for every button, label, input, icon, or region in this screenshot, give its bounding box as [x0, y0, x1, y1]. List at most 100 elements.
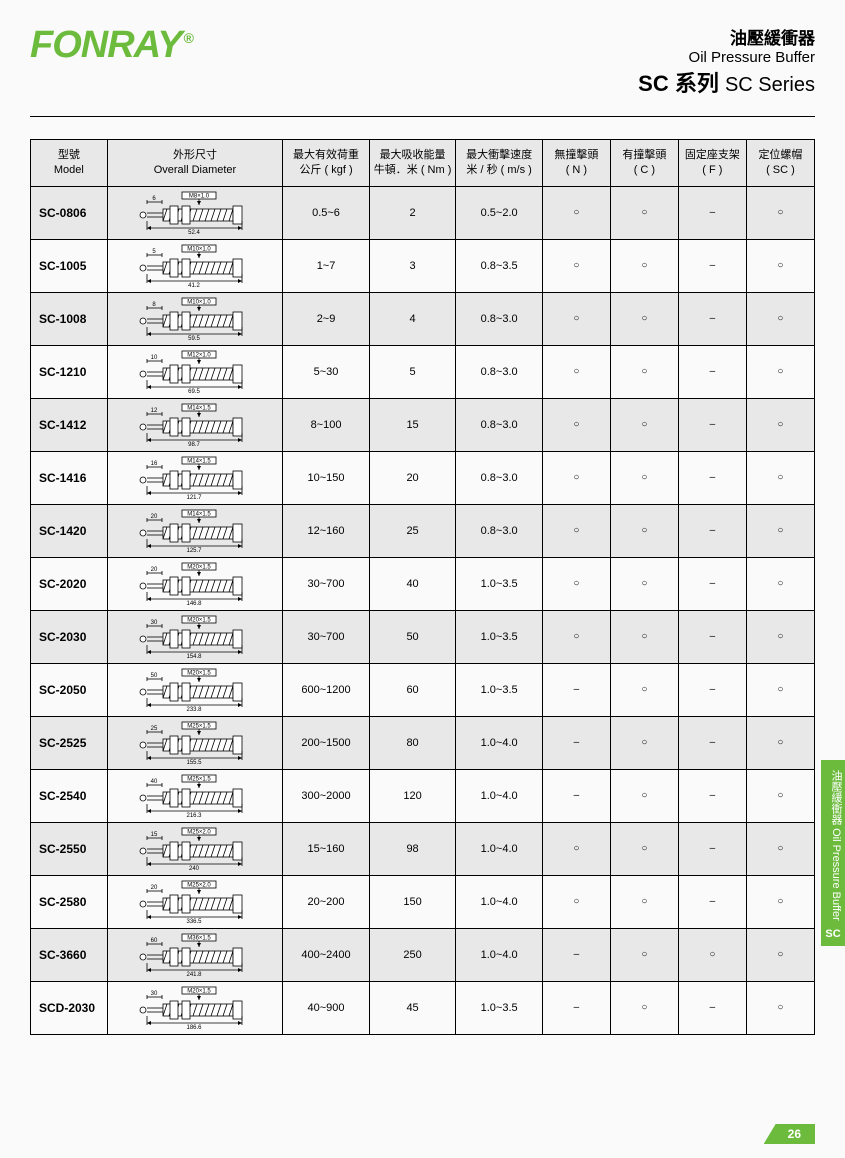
side-tab-cn: 油壓緩衝器 [830, 770, 842, 825]
cell-n: ○ [542, 557, 610, 610]
cell-n: ○ [542, 398, 610, 451]
cell-ms: 0.8~3.0 [456, 292, 543, 345]
cell-nm: 4 [369, 292, 456, 345]
svg-text:69.5: 69.5 [188, 389, 200, 395]
dimension-diagram: M14×1.5 16 [130, 455, 260, 501]
cell-model: SC-2525 [31, 716, 108, 769]
dimension-diagram: M14×1.5 12 [130, 402, 260, 448]
table-row: SC-2050 M20×1.5 50 [31, 663, 815, 716]
cell-sc: ○ [746, 451, 814, 504]
cell-f: – [678, 822, 746, 875]
cell-n: ○ [542, 822, 610, 875]
cell-ms: 1.0~3.5 [456, 981, 543, 1034]
cell-n: – [542, 981, 610, 1034]
svg-text:M20×1.5: M20×1.5 [187, 564, 211, 570]
cell-kgf: 10~150 [283, 451, 370, 504]
table-row: SC-1412 M14×1.5 12 [31, 398, 815, 451]
cell-kgf: 40~900 [283, 981, 370, 1034]
cell-n: – [542, 663, 610, 716]
cell-model: SC-2050 [31, 663, 108, 716]
cell-c: ○ [610, 557, 678, 610]
cell-diagram: M14×1.5 12 [107, 398, 283, 451]
cell-c: ○ [610, 716, 678, 769]
cell-diagram: M36×1.5 60 [107, 928, 283, 981]
cell-f: – [678, 769, 746, 822]
cell-n: ○ [542, 875, 610, 928]
cell-ms: 0.5~2.0 [456, 186, 543, 239]
svg-text:146.8: 146.8 [186, 601, 202, 607]
cell-c: ○ [610, 769, 678, 822]
dimension-diagram: M25×2.0 15 [130, 826, 260, 872]
cell-diagram: M25×2.0 20 [107, 875, 283, 928]
svg-text:M12×1.0: M12×1.0 [187, 352, 211, 358]
brand-symbol: ® [184, 30, 193, 46]
column-header: 固定座支架( F ) [678, 140, 746, 187]
svg-text:30: 30 [151, 991, 158, 997]
cell-ms: 1.0~4.0 [456, 928, 543, 981]
dimension-diagram: M20×1.5 30 [130, 985, 260, 1031]
svg-text:216.3: 216.3 [186, 813, 202, 819]
cell-ms: 1.0~4.0 [456, 875, 543, 928]
svg-text:M10×1.0: M10×1.0 [187, 246, 211, 252]
cell-nm: 45 [369, 981, 456, 1034]
cell-f: – [678, 610, 746, 663]
svg-text:M20×1.5: M20×1.5 [187, 670, 211, 676]
svg-text:186.6: 186.6 [186, 1025, 202, 1031]
cell-diagram: M10×1.0 8 [107, 292, 283, 345]
table-row: SC-2540 M25×1.5 40 [31, 769, 815, 822]
table-row: SC-1005 M10×1.0 5 [31, 239, 815, 292]
table-body: SC-0806 M8×1.0 6 [31, 186, 815, 1034]
svg-text:240: 240 [189, 866, 200, 872]
cell-n: ○ [542, 504, 610, 557]
page-header: FONRAY® 油壓緩衝器 Oil Pressure Buffer SC 系列 … [30, 24, 815, 98]
cell-model: SC-2540 [31, 769, 108, 822]
cell-c: ○ [610, 928, 678, 981]
cell-c: ○ [610, 239, 678, 292]
cell-model: SC-1008 [31, 292, 108, 345]
svg-text:154.8: 154.8 [186, 654, 202, 660]
cell-nm: 3 [369, 239, 456, 292]
svg-text:50: 50 [151, 673, 158, 679]
column-header: 型號Model [31, 140, 108, 187]
column-header: 最大有效荷重公斤 ( kgf ) [283, 140, 370, 187]
svg-text:M14×1.5: M14×1.5 [187, 458, 211, 464]
dimension-diagram: M25×1.5 25 [130, 720, 260, 766]
cell-diagram: M14×1.5 20 [107, 504, 283, 557]
cell-sc: ○ [746, 875, 814, 928]
cell-f: – [678, 239, 746, 292]
column-header: 無撞擊頭( N ) [542, 140, 610, 187]
cell-sc: ○ [746, 981, 814, 1034]
svg-text:59.5: 59.5 [188, 336, 200, 342]
cell-kgf: 2~9 [283, 292, 370, 345]
side-tab-en: Oil Pressure Buffer [830, 828, 842, 921]
cell-sc: ○ [746, 928, 814, 981]
cell-diagram: M12×1.0 10 [107, 345, 283, 398]
svg-text:98.7: 98.7 [188, 442, 200, 448]
cell-n: ○ [542, 292, 610, 345]
svg-text:M25×1.5: M25×1.5 [187, 776, 211, 782]
cell-sc: ○ [746, 504, 814, 557]
cell-sc: ○ [746, 716, 814, 769]
cell-model: SC-1412 [31, 398, 108, 451]
cell-diagram: M25×1.5 25 [107, 716, 283, 769]
column-header: 定位螺帽( SC ) [746, 140, 814, 187]
page-number: 26 [764, 1124, 815, 1144]
cell-kgf: 12~160 [283, 504, 370, 557]
svg-text:121.7: 121.7 [186, 495, 202, 501]
cell-kgf: 400~2400 [283, 928, 370, 981]
cell-nm: 98 [369, 822, 456, 875]
cell-nm: 2 [369, 186, 456, 239]
cell-ms: 0.8~3.0 [456, 504, 543, 557]
svg-text:M8×1.0: M8×1.0 [189, 193, 210, 199]
table-row: SC-2030 M20×1.5 30 [31, 610, 815, 663]
svg-text:M10×1.0: M10×1.0 [187, 299, 211, 305]
svg-text:20: 20 [151, 567, 158, 573]
svg-text:16: 16 [151, 461, 158, 467]
cell-c: ○ [610, 663, 678, 716]
cell-n: ○ [542, 610, 610, 663]
cell-nm: 80 [369, 716, 456, 769]
cell-kgf: 30~700 [283, 610, 370, 663]
cell-f: – [678, 186, 746, 239]
cell-n: – [542, 716, 610, 769]
cell-ms: 0.8~3.0 [456, 398, 543, 451]
